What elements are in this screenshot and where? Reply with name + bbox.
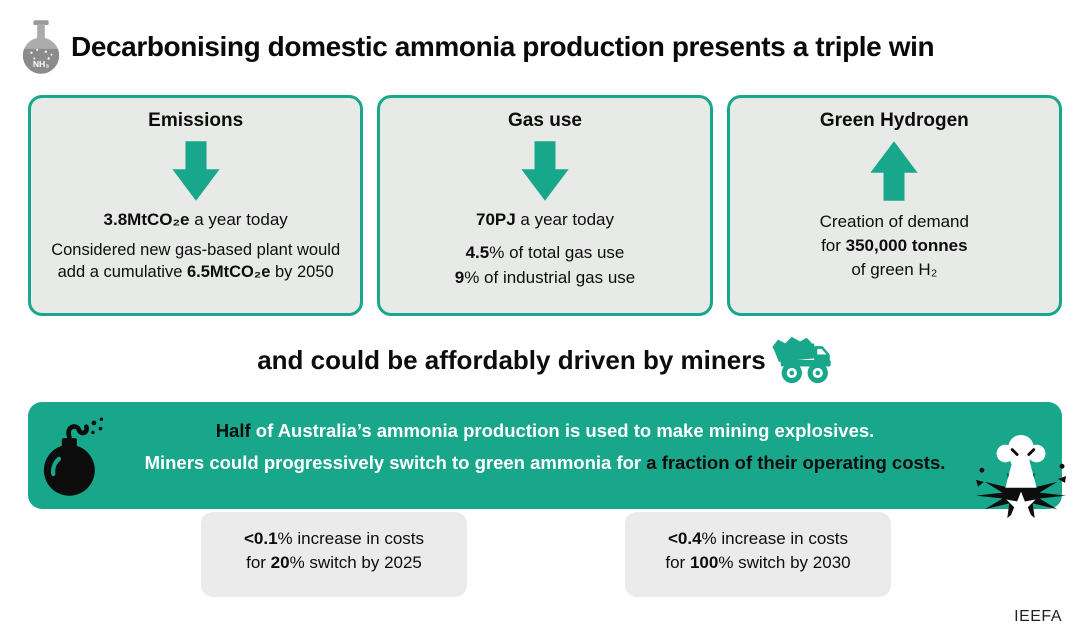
cost-line: <0.1% increase in costs (201, 527, 467, 551)
benefit-cards: Emissions 3.8MtCO₂e a year today Conside… (28, 95, 1062, 316)
dump-truck-icon (772, 336, 831, 384)
detail-value: 350,000 tonnes (845, 236, 968, 256)
card-detail: 4.5% of total gas use 9% of industrial g… (455, 241, 636, 290)
banner-line-1: Half of Australia’s ammonia production i… (28, 420, 1062, 442)
header: NH₃ Decarbonising domestic ammonia produ… (20, 20, 935, 74)
card-green-hydrogen: Green Hydrogen Creation of demand for 35… (726, 95, 1062, 316)
cost-value: <0.4 (667, 529, 702, 548)
detail-line: 4.5% of total gas use (455, 241, 636, 266)
banner-emphasis: a fraction of their operating costs. (646, 452, 946, 473)
detail-value: 4.5 (465, 243, 490, 262)
ammonia-flask-icon: NH₃ (22, 20, 60, 74)
stat-text: a year today (189, 210, 288, 229)
card-title: Green Hydrogen (819, 110, 969, 131)
cost-line: for 100% switch by 2030 (625, 551, 891, 575)
source-credit: IEEFA (1014, 608, 1062, 625)
banner-text: Miners could progressively switch to gre… (144, 452, 647, 473)
cost-text: % switch by 2030 (718, 553, 851, 572)
detail-value: 9 (454, 267, 465, 287)
explosion-icon (976, 434, 1066, 519)
arrow-down-icon (172, 141, 220, 201)
cost-value: <0.1 (243, 529, 278, 548)
cost-text: % switch by 2025 (289, 553, 422, 572)
banner-text: of Australia’s ammonia production is use… (250, 420, 875, 441)
stat-text: a year today (515, 210, 614, 229)
detail-text: Considered new gas-based plant would add… (51, 241, 341, 282)
detail-text: % of industrial gas use (464, 267, 636, 287)
subheading-text: and could be affordably driven by miners (257, 345, 766, 375)
cost-box-2030: <0.4% increase in costs for 100% switch … (625, 512, 891, 597)
cost-text: for (665, 553, 690, 572)
arrow-up-icon (870, 141, 918, 201)
banner-emphasis: Half (215, 420, 251, 441)
page-title: Decarbonising domestic ammonia productio… (71, 31, 935, 62)
detail-text: for (821, 236, 846, 256)
detail-value: 6.5MtCO₂e (186, 263, 271, 282)
cost-text: for (246, 553, 271, 572)
subheading: and could be affordably driven by miners (0, 335, 1090, 385)
miners-banner: Half of Australia’s ammonia production i… (28, 402, 1066, 519)
cost-text: % increase in costs (701, 529, 848, 548)
card-title: Emissions (148, 110, 244, 131)
arrow-down-icon (521, 141, 569, 201)
detail-line: Creation of demand (819, 212, 969, 231)
cost-line: for 20% switch by 2025 (201, 551, 467, 575)
banner-line-2: Miners could progressively switch to gre… (28, 452, 1062, 474)
card-stat: 70PJ a year today (476, 210, 614, 230)
detail-text: by 2050 (270, 263, 334, 282)
card-title: Gas use (508, 110, 582, 131)
detail-text: % of total gas use (489, 243, 625, 262)
card-detail: Creation of demand for 350,000 tonnes of… (820, 210, 969, 282)
stat-value: 3.8MtCO₂e (103, 210, 190, 229)
cost-value: 20 (270, 553, 290, 572)
cost-box-2025: <0.1% increase in costs for 20% switch b… (201, 512, 467, 597)
card-gas-use: Gas use 70PJ a year today 4.5% of total … (377, 95, 713, 316)
card-stat: 3.8MtCO₂e a year today (104, 210, 288, 230)
cost-value: 100 (689, 553, 719, 572)
cost-text: % increase in costs (277, 529, 424, 548)
cost-line: <0.4% increase in costs (625, 527, 891, 551)
detail-line: for 350,000 tonnes (820, 234, 969, 258)
bomb-icon (43, 417, 104, 496)
card-detail: Considered new gas-based plant would add… (43, 239, 348, 284)
detail-line: of green H₂ (851, 260, 938, 280)
card-emissions: Emissions 3.8MtCO₂e a year today Conside… (28, 95, 364, 316)
detail-line: 9% of industrial gas use (455, 266, 636, 291)
flask-label: NH₃ (33, 59, 49, 69)
stat-value: 70PJ (476, 210, 516, 229)
